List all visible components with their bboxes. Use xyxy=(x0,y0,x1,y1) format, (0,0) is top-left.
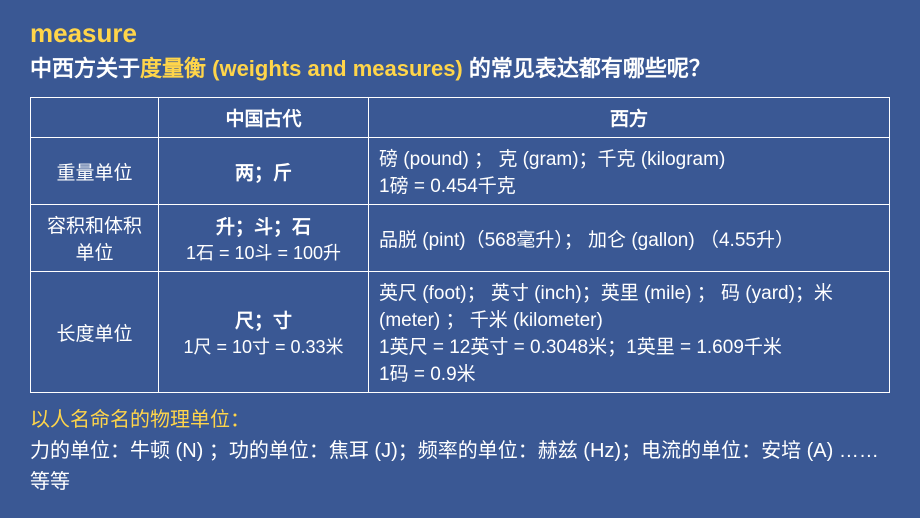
table-header-row: 中国古代 西方 xyxy=(31,98,890,138)
row-label: 容积和体积单位 xyxy=(31,205,159,272)
cn-sub: 1尺 = 10寸 = 0.33米 xyxy=(169,333,358,359)
cn-sub: 1石 = 10斗 = 100升 xyxy=(169,239,358,265)
footer-block: 以人名命名的物理单位： 力的单位：牛顿 (N) ；功的单位：焦耳 (J)；频率的… xyxy=(30,405,890,498)
footer-body: 力的单位：牛顿 (N) ；功的单位：焦耳 (J)；频率的单位：赫兹 (Hz)；电… xyxy=(30,440,879,493)
row-cn: 两；斤 xyxy=(159,138,369,205)
row-west: 品脱 (pint)（568毫升）； 加仑 (gallon) （4.55升） xyxy=(369,205,890,272)
header-west: 西方 xyxy=(369,98,890,138)
row-cn: 尺；寸 1尺 = 10寸 = 0.33米 xyxy=(159,272,369,393)
header-china: 中国古代 xyxy=(159,98,369,138)
cn-main: 尺；寸 xyxy=(169,306,358,333)
row-west: 磅 (pound) ； 克 (gram)；千克 (kilogram) 1磅 = … xyxy=(369,138,890,205)
footer-title: 以人名命名的物理单位： xyxy=(30,409,250,431)
cn-main: 升；斗；石 xyxy=(169,212,358,239)
measures-table: 中国古代 西方 重量单位 两；斤 磅 (pound) ； 克 (gram)；千克… xyxy=(30,97,890,393)
slide-title: measure xyxy=(30,18,890,49)
table-row: 长度单位 尺；寸 1尺 = 10寸 = 0.33米 英尺 (foot)； 英寸 … xyxy=(31,272,890,393)
row-west: 英尺 (foot)； 英寸 (inch)；英里 (mile) ； 码 (yard… xyxy=(369,272,890,393)
subtitle-pre: 中西方关于 xyxy=(30,56,140,81)
table-row: 容积和体积单位 升；斗；石 1石 = 10斗 = 100升 品脱 (pint)（… xyxy=(31,205,890,272)
table-row: 重量单位 两；斤 磅 (pound) ； 克 (gram)；千克 (kilogr… xyxy=(31,138,890,205)
cn-main: 两；斤 xyxy=(235,163,292,184)
row-label: 长度单位 xyxy=(31,272,159,393)
slide-subtitle: 中西方关于度量衡 (weights and measures) 的常见表达都有哪… xyxy=(30,51,890,83)
row-label: 重量单位 xyxy=(31,138,159,205)
subtitle-post: 的常见表达都有哪些呢？ xyxy=(469,56,711,81)
subtitle-highlight: 度量衡 (weights and measures) xyxy=(140,56,469,81)
row-cn: 升；斗；石 1石 = 10斗 = 100升 xyxy=(159,205,369,272)
header-empty xyxy=(31,98,159,138)
